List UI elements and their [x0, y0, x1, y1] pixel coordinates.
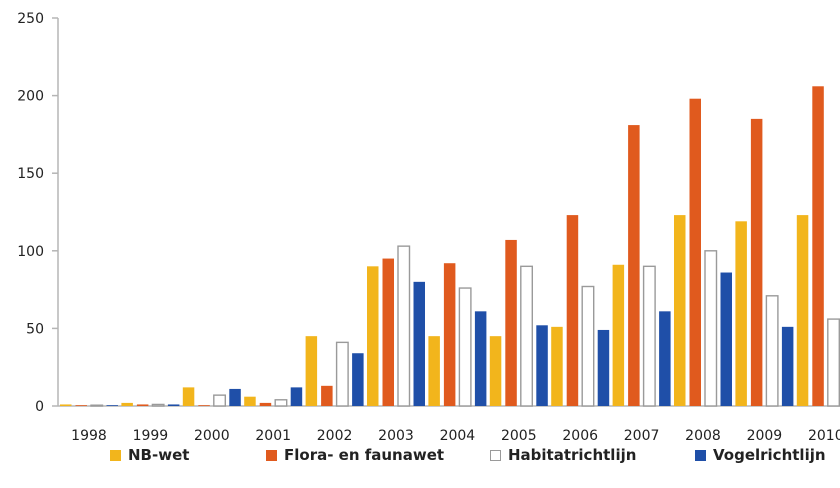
bar-flora-en-faunawet-2009: [750, 118, 763, 406]
legend-item: Flora- en faunawet: [266, 446, 444, 464]
y-tick-label: 250: [17, 11, 44, 27]
bar-flora-en-faunawet-2010: [812, 86, 824, 407]
bar-flora-en-faunawet-2002: [321, 385, 333, 406]
bar-nb-wet-1998: [60, 404, 72, 406]
bar-vogelrichtlijn-2000: [229, 388, 241, 406]
bar-flora-en-faunawet-2008: [689, 98, 701, 406]
bar-habitatrichtlijn-1999: [151, 403, 165, 407]
bar-nb-wet-2008: [674, 215, 686, 406]
bar-habitatrichtlijn-2000: [213, 394, 227, 407]
bar-vogelrichtlijn-2003: [413, 281, 425, 406]
bar-chart: 0 50 100 150 200 250 1998 1999 2000 2001 2002 2003…: [17, 11, 840, 444]
bar-nb-wet-2004: [428, 336, 440, 406]
bar-vogelrichtlijn-2005: [536, 325, 548, 406]
bar-nb-wet-2009: [735, 221, 747, 406]
bar-vogelrichtlijn-2002: [352, 353, 364, 406]
bar-flora-en-faunawet-1998: [75, 405, 87, 406]
legend-label: Flora- en faunawet: [284, 446, 445, 464]
bar-flora-en-faunawet-2005: [505, 239, 517, 406]
bars: [60, 86, 840, 407]
x-tick-label: 2001: [255, 428, 291, 444]
bar-nb-wet-2007: [612, 264, 625, 406]
x-tick-label: 2002: [317, 428, 353, 444]
bar-habitatrichtlijn-2002: [335, 341, 349, 407]
x-tick-label: 2000: [194, 428, 230, 444]
legend-item: NB-wet: [110, 446, 189, 464]
bar-nb-wet-2006: [551, 326, 563, 406]
y-tick-label: 0: [35, 399, 44, 415]
y-tick-label: 100: [17, 244, 44, 260]
x-tick-label: 1999: [133, 428, 169, 444]
x-tick-label: 2007: [624, 428, 660, 444]
legend-swatch: [490, 449, 501, 461]
bar-habitatrichtlijn-2003: [397, 245, 411, 407]
x-tick-label: 2010: [808, 428, 840, 444]
x-tick-label: 2009: [747, 428, 783, 444]
bar-habitatrichtlijn-2006: [581, 285, 595, 407]
y-tick-label: 50: [26, 321, 44, 337]
x-tick-label: 2008: [685, 428, 721, 444]
bar-habitatrichtlijn-2004: [458, 287, 472, 407]
x-tick-label: 1998: [71, 428, 107, 444]
bar-nb-wet-2000: [182, 387, 195, 406]
bar-habitatrichtlijn-2007: [642, 265, 656, 407]
legend-swatch: [695, 449, 706, 461]
bar-flora-en-faunawet-1999: [136, 404, 149, 406]
bar-nb-wet-2010: [796, 215, 809, 406]
legend-swatch: [110, 449, 121, 461]
bar-habitatrichtlijn-2008: [704, 250, 718, 407]
bar-flora-en-faunawet-2003: [382, 258, 394, 406]
bar-vogelrichtlijn-2006: [597, 329, 610, 406]
bar-vogelrichtlijn-2008: [720, 272, 732, 406]
bar-vogelrichtlijn-2009: [781, 326, 794, 406]
legend-item: Habitatrichtlijn: [490, 446, 636, 464]
bar-vogelrichtlijn-2004: [474, 311, 487, 406]
bar-flora-en-faunawet-2001: [259, 402, 272, 406]
y-tick-label: 150: [17, 166, 44, 182]
bar-vogelrichtlijn-2001: [290, 387, 303, 406]
bar-habitatrichtlijn-2010: [827, 318, 840, 407]
x-tick-label: 2003: [378, 428, 414, 444]
legend-label: NB-wet: [128, 446, 190, 464]
bar-vogelrichtlijn-2007: [659, 311, 671, 406]
legend-swatch: [266, 449, 277, 461]
bar-nb-wet-2001: [244, 396, 256, 406]
bar-nb-wet-2003: [367, 266, 379, 406]
x-axis-ticks: 1998 1999 2000 2001 2002 2003 2004 2005 2006 2007…: [71, 428, 840, 444]
bar-habitatrichtlijn-2005: [520, 265, 533, 407]
bar-nb-wet-1999: [121, 402, 133, 406]
bar-habitatrichtlijn-2009: [765, 295, 779, 407]
bar-flora-en-faunawet-2004: [443, 263, 456, 406]
legend-label: Vogelrichtlijn: [713, 446, 826, 464]
bar-flora-en-faunawet-2007: [628, 125, 640, 406]
bar-nb-wet-2005: [489, 336, 502, 406]
bar-flora-en-faunawet-2000: [198, 405, 210, 406]
legend: NB-wet Flora- en faunawet Habitatrichtlijn…: [0, 446, 840, 476]
bar-vogelrichtlijn-1998: [106, 405, 118, 406]
bar-nb-wet-2002: [305, 336, 318, 406]
x-tick-label: 2004: [440, 428, 476, 444]
bar-vogelrichtlijn-1999: [167, 404, 180, 406]
y-tick-label: 200: [17, 89, 44, 105]
legend-label: Habitatrichtlijn: [508, 446, 637, 464]
x-tick-label: 2005: [501, 428, 537, 444]
y-axis-ticks: 0 50 100 150 200 250: [17, 11, 58, 415]
bar-habitatrichtlijn-2001: [274, 399, 288, 407]
bar-habitatrichtlijn-1998: [90, 404, 104, 407]
legend-item: Vogelrichtlijn: [695, 446, 826, 464]
bar-flora-en-faunawet-2006: [566, 215, 579, 406]
x-tick-label: 2006: [562, 428, 598, 444]
